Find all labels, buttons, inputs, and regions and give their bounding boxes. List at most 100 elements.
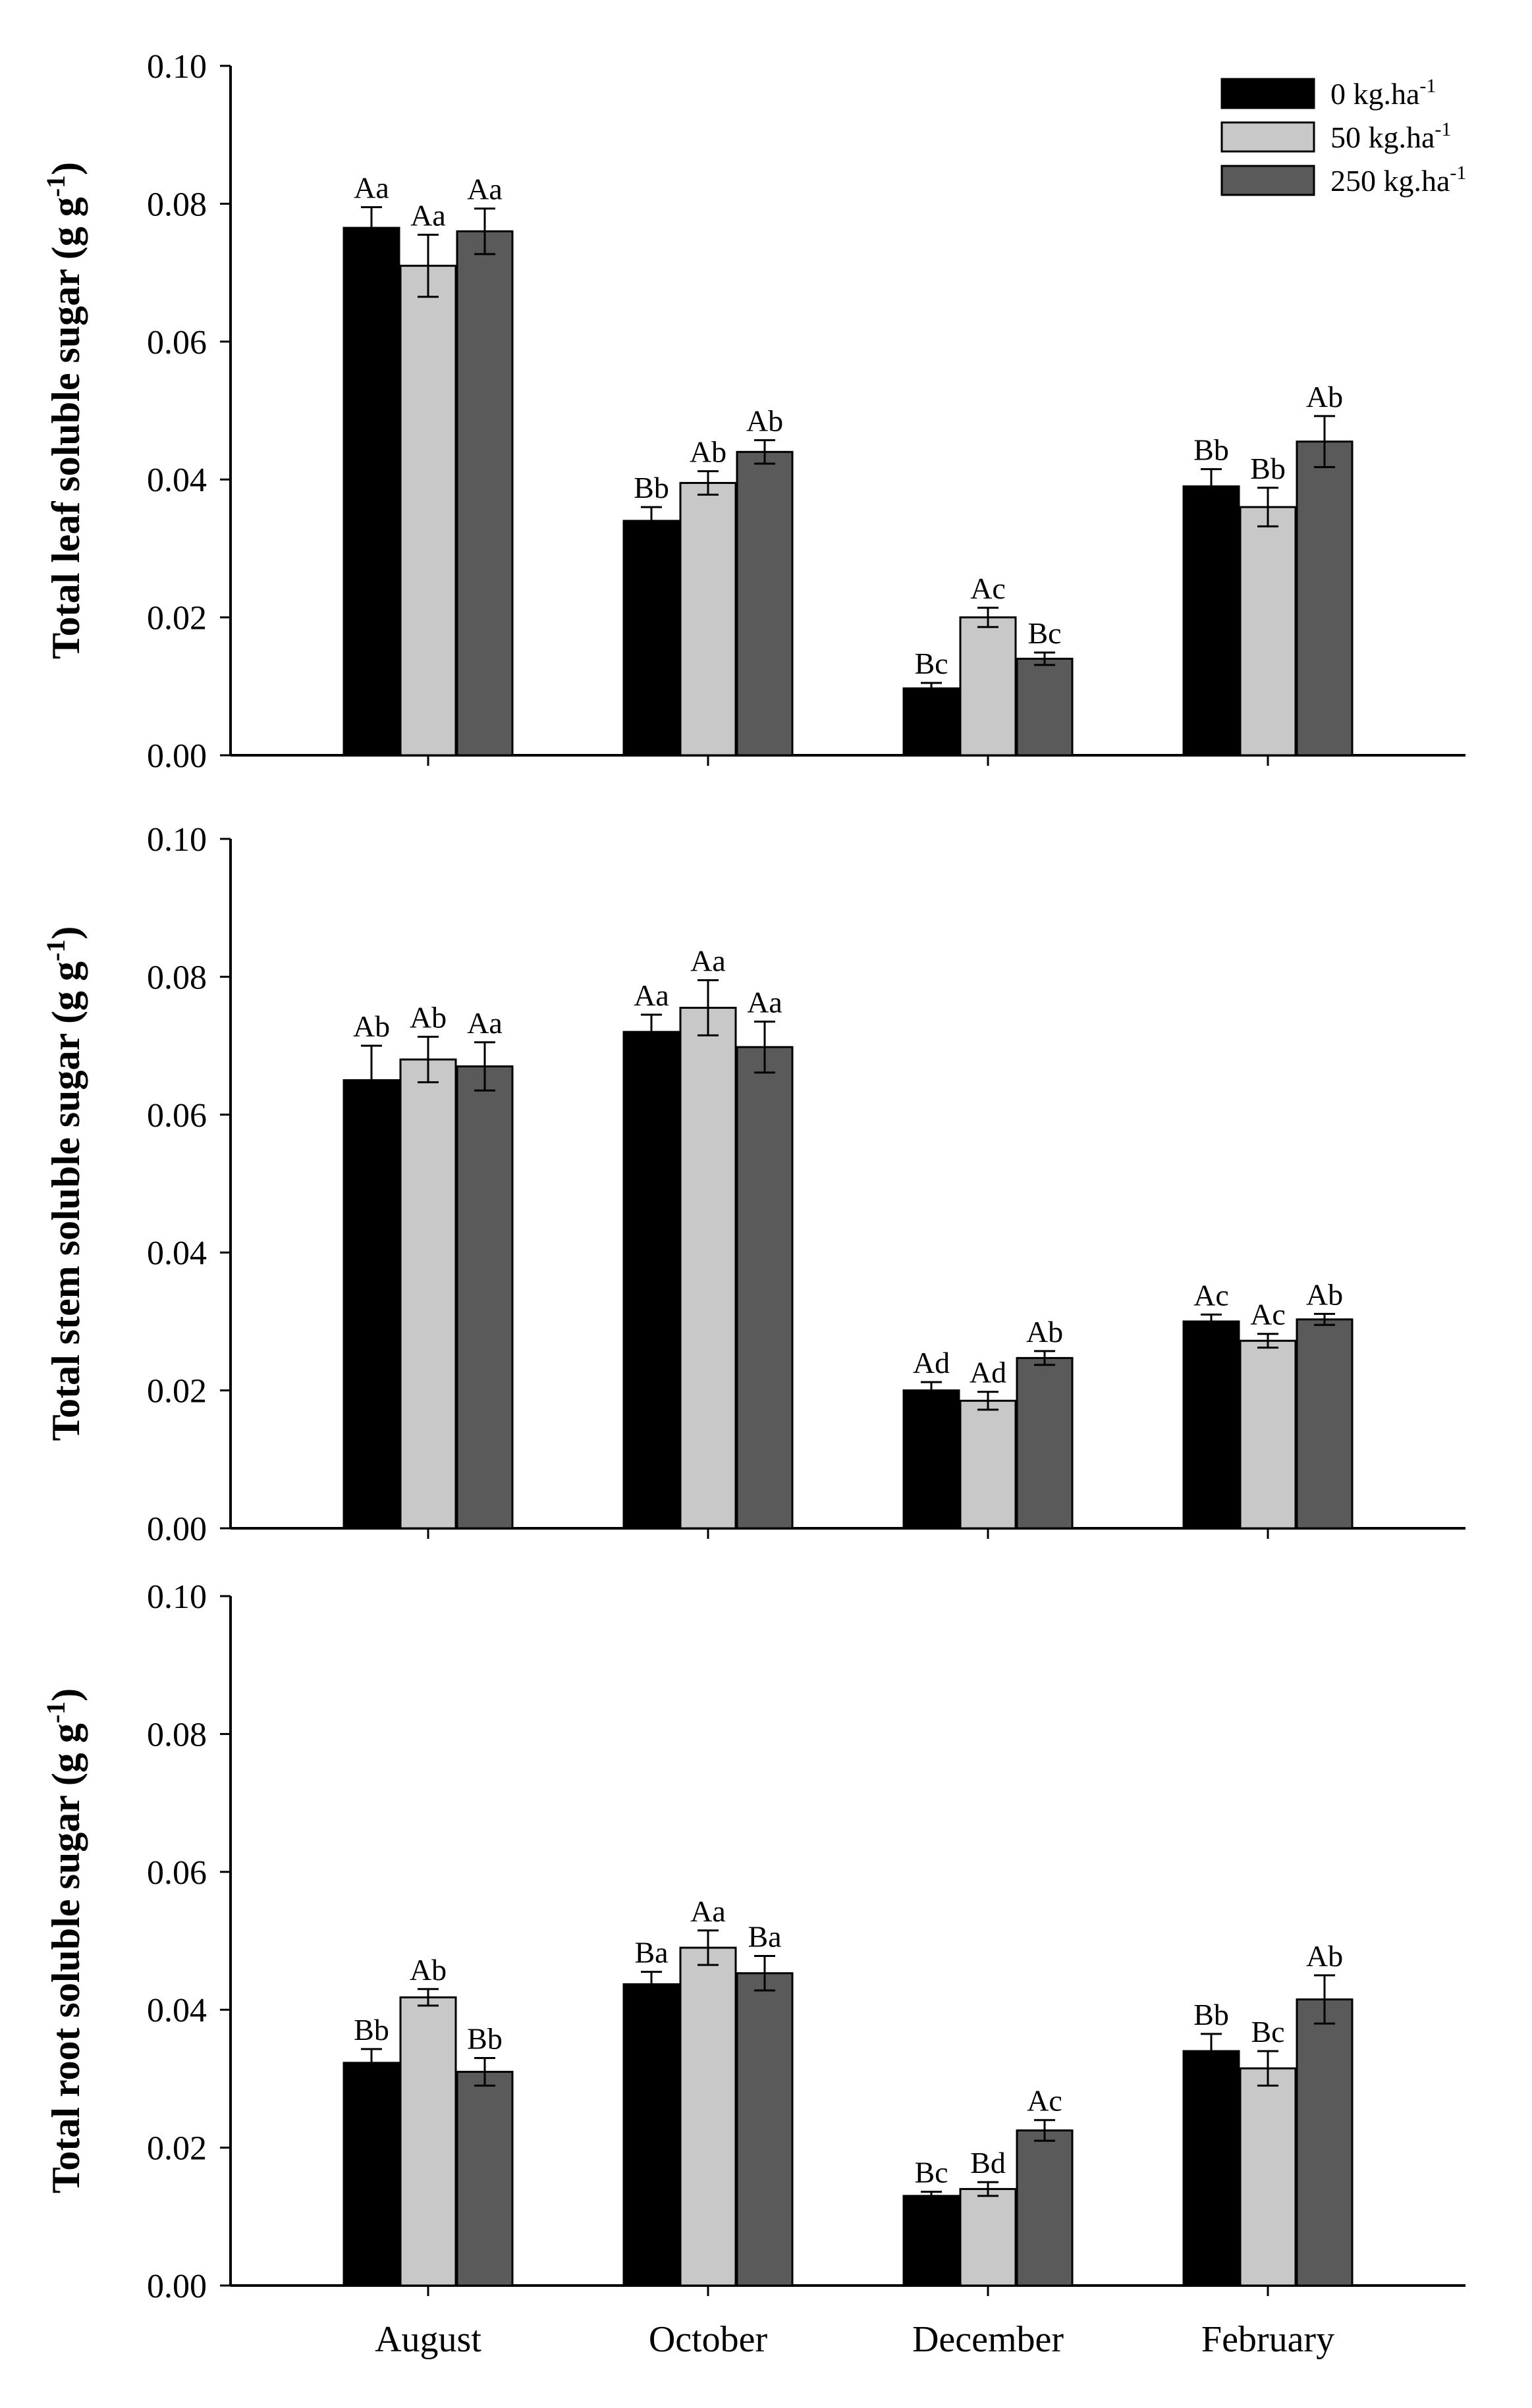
bar-stem-s2-g1 [736, 1046, 794, 1530]
y-axis-label-close: ) [44, 926, 88, 940]
bar-root-s2-g0 [456, 2070, 514, 2287]
y-tick-label: 0.04 [147, 1992, 207, 2029]
significance-label: Ab [746, 404, 783, 438]
panel-root: 0.00 0.02 0.04 0.06 0.08 0.10 Total root solub… [41, 1578, 1465, 2360]
legend-label-sup: -1 [1435, 119, 1451, 140]
significance-label: Ab [410, 1953, 447, 1987]
bar-stem-s2-g0 [456, 1065, 514, 1530]
y-tick-label: 0.08 [147, 959, 207, 996]
bar-stem-s1-g1 [679, 1007, 737, 1530]
legend-label-0: 0 kg.ha-1 [1330, 75, 1436, 111]
bar-root-s2-g2 [1016, 2129, 1074, 2287]
y-tick-label: 0.06 [147, 1097, 207, 1135]
y-tick-label: 0.00 [147, 2268, 207, 2305]
y-tick-label: 0.02 [147, 1373, 207, 1410]
legend-label-base: 250 kg.ha [1330, 164, 1450, 198]
y-axis-label-text: Total root soluble sugar (g g [44, 1723, 88, 2193]
significance-label: Aa [690, 944, 726, 978]
bar-stem-s0-g1 [622, 1030, 680, 1530]
y-tick-label: 0.00 [147, 737, 207, 775]
bar-stem-s2-g2 [1016, 1356, 1074, 1530]
bar-stem-s1-g2 [959, 1399, 1017, 1530]
x-category-label: February [1201, 2319, 1334, 2360]
significance-label: Ad [970, 1356, 1006, 1389]
bar-leaf-s0-g1 [622, 520, 680, 757]
x-category-label: August [375, 2319, 481, 2360]
significance-label: Ab [690, 435, 726, 469]
bar-root-s1-g2 [959, 2187, 1017, 2287]
y-axis-label-text: Total leaf soluble sugar (g g [44, 197, 88, 659]
significance-label: Ab [353, 1009, 390, 1043]
bar-stem-s0-g2 [902, 1389, 960, 1530]
significance-label: Bb [1193, 1998, 1229, 2031]
bar-leaf-s0-g0 [342, 227, 400, 757]
significance-label: Bc [914, 647, 948, 680]
y-tick-label: 0.10 [147, 48, 207, 86]
legend-label-1: 50 kg.ha-1 [1330, 119, 1451, 154]
significance-label: Aa [410, 199, 446, 232]
significance-label: Aa [634, 978, 669, 1012]
significance-label: Bb [467, 2021, 503, 2055]
significance-label: Bc [1027, 616, 1061, 650]
bar-leaf-s1-g1 [679, 481, 737, 757]
significance-label: Ab [1306, 380, 1343, 414]
bar-root-s1-g0 [399, 1996, 457, 2287]
legend-swatch-1 [1220, 121, 1315, 153]
significance-label: Aa [747, 985, 782, 1019]
bar-stem-s0-g3 [1182, 1320, 1240, 1530]
bar-root-s0-g2 [902, 2195, 960, 2287]
y-tick-label: 0.02 [147, 2130, 207, 2168]
y-axis-label-superscript: -1 [41, 1701, 70, 1723]
significance-label: Aa [467, 1006, 503, 1040]
significance-label: Ab [1026, 1315, 1063, 1349]
bar-root-s1-g1 [679, 1946, 737, 2287]
y-axis-label: Total stem soluble sugar (g g-1) [41, 926, 88, 1441]
bar-leaf-s1-g3 [1239, 506, 1297, 757]
y-axis-label-close: ) [44, 1688, 88, 1701]
legend-swatch-2 [1220, 165, 1315, 196]
legend-label-sup: -1 [1419, 75, 1436, 97]
legend-label-base: 50 kg.ha [1330, 120, 1435, 154]
y-tick-label: 0.00 [147, 1511, 207, 1548]
significance-label: Ba [748, 1920, 781, 1954]
significance-label: Bb [634, 471, 669, 504]
bar-leaf-s2-g1 [736, 450, 794, 757]
chart-panels: 0.00 0.02 0.04 0.06 0.08 0.10 Total leaf solub… [41, 48, 1465, 2360]
bar-leaf-s2-g2 [1016, 657, 1074, 757]
significance-label: Bc [1251, 2015, 1284, 2048]
bar-leaf-s2-g3 [1296, 441, 1354, 757]
panel-stem: 0.00 0.02 0.04 0.06 0.08 0.10 Total stem solub… [41, 821, 1465, 1548]
y-tick-label: 0.10 [147, 821, 207, 859]
significance-label: Aa [354, 171, 389, 205]
bar-stem-s0-g0 [342, 1079, 400, 1530]
y-tick-label: 0.02 [147, 600, 207, 637]
significance-label: Ab [410, 1000, 447, 1034]
significance-label: Bb [354, 2013, 389, 2047]
y-tick-label: 0.04 [147, 1235, 207, 1272]
significance-label: Bd [970, 2146, 1006, 2180]
significance-label: Ac [1193, 1278, 1229, 1312]
y-tick-label: 0.08 [147, 1716, 207, 1753]
bar-root-s2-g3 [1296, 1998, 1354, 2287]
significance-label: Ab [1306, 1277, 1343, 1311]
legend-label-2: 250 kg.ha-1 [1330, 162, 1466, 198]
panel-leaf: 0.00 0.02 0.04 0.06 0.08 0.10 Total leaf solub… [41, 48, 1465, 775]
bar-leaf-s0-g2 [902, 687, 960, 757]
y-axis-label-text: Total stem soluble sugar (g g [44, 961, 88, 1441]
y-tick-label: 0.08 [147, 186, 207, 223]
significance-label: Ab [1306, 1939, 1343, 1973]
bar-stem-s1-g3 [1239, 1339, 1297, 1530]
x-category-label: December [912, 2319, 1064, 2360]
significance-label: Aa [467, 173, 503, 206]
bar-root-s0-g3 [1182, 2050, 1240, 2287]
bar-root-s2-g1 [736, 1972, 794, 2287]
y-tick-label: 0.04 [147, 462, 207, 499]
bar-leaf-s1-g0 [399, 265, 457, 757]
y-tick-label: 0.10 [147, 1578, 207, 1616]
legend-swatch-0 [1220, 78, 1315, 109]
bar-stem-s1-g0 [399, 1058, 457, 1530]
y-tick-label: 0.06 [147, 324, 207, 361]
bar-leaf-s1-g2 [959, 616, 1017, 757]
x-category-label: October [649, 2319, 768, 2360]
